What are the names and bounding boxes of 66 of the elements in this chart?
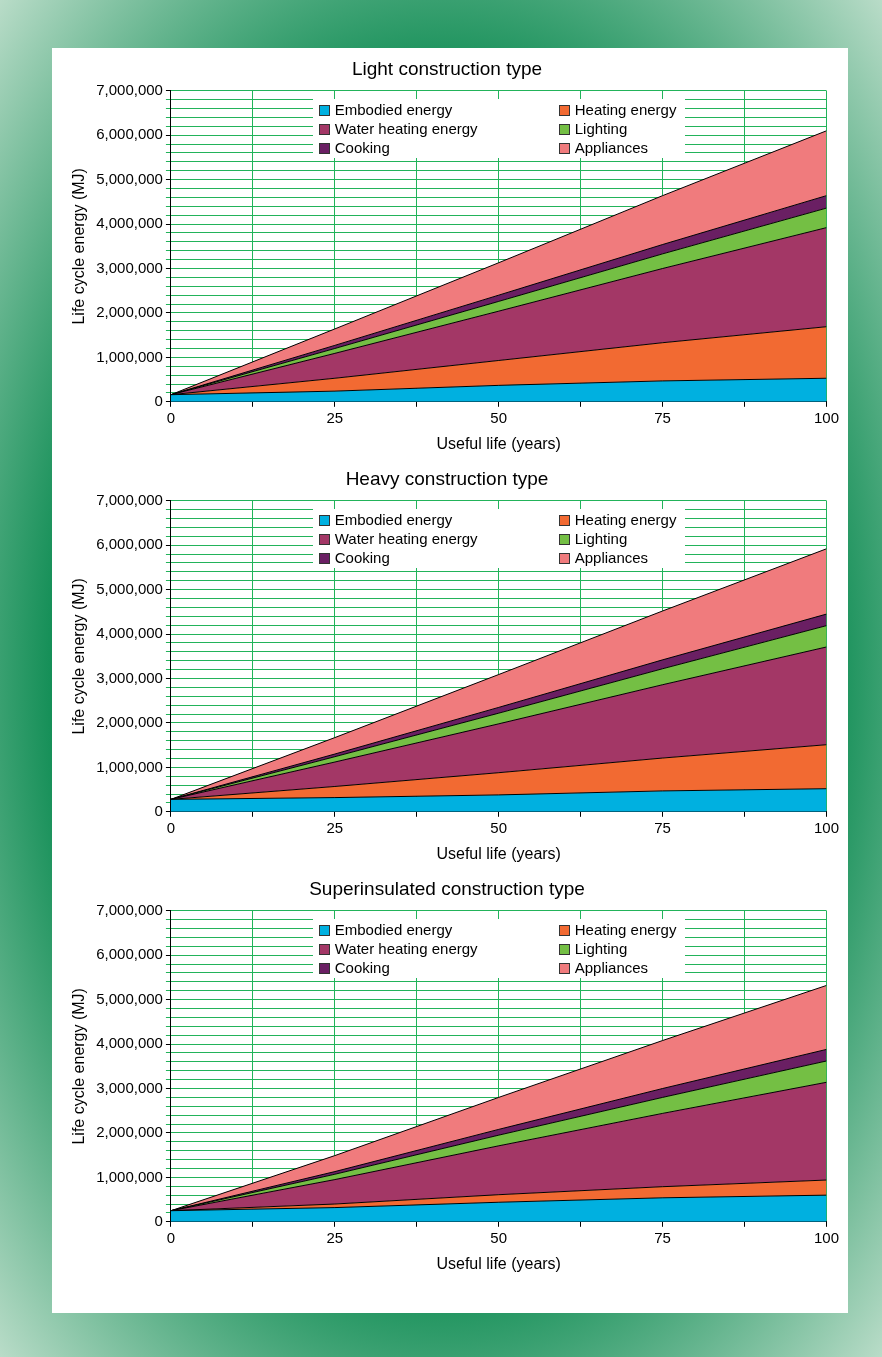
legend-label: Lighting [573, 529, 629, 547]
x-axis-title: Useful life (years) [436, 844, 561, 862]
x-tick-label: 25 [326, 408, 344, 426]
y-tick-label: 0 [154, 391, 163, 409]
legend-label: Lighting [573, 119, 629, 137]
x-tick-label: 0 [166, 1228, 176, 1246]
legend-label: Heating energy [573, 510, 678, 528]
x-tick-label: 75 [654, 408, 671, 426]
chart-title: Superinsulated construction type [309, 877, 585, 899]
x-tick-label: 0 [166, 408, 176, 426]
y-tick-label: 7,000,000 [96, 900, 163, 918]
x-tick-label: 75 [654, 1228, 671, 1246]
x-tick-label: 50 [490, 408, 508, 426]
legend-label: Cooking [333, 548, 391, 566]
legend-label: Cooking [333, 958, 391, 976]
y-tick-label: 4,000,000 [96, 214, 163, 232]
x-tick-label: 100 [813, 818, 839, 836]
legend-label: Appliances [573, 138, 650, 156]
y-axis-title: Life cycle energy (MJ) [70, 168, 88, 325]
x-axis-title: Useful life (years) [436, 1254, 561, 1272]
legend-label: Water heating energy [333, 939, 479, 957]
y-tick-label: 5,000,000 [96, 989, 163, 1007]
legend-label: Embodied energy [333, 100, 454, 118]
y-tick-label: 1,000,000 [96, 1167, 163, 1185]
legend-label: Heating energy [573, 100, 678, 118]
x-tick-label: 25 [326, 1228, 344, 1246]
x-axis-title: Useful life (years) [436, 434, 561, 452]
chart-title: Heavy construction type [345, 467, 549, 489]
legend-label: Cooking [333, 138, 391, 156]
x-tick-label: 25 [326, 818, 344, 836]
legend-label: Heating energy [573, 920, 678, 938]
y-tick-label: 6,000,000 [96, 535, 163, 553]
y-tick-label: 7,000,000 [96, 80, 163, 98]
x-tick-label: 100 [813, 408, 839, 426]
y-tick-label: 5,000,000 [96, 169, 163, 187]
x-tick-label: 100 [813, 1228, 839, 1246]
x-tick-label: 50 [490, 1228, 508, 1246]
y-tick-label: 3,000,000 [96, 668, 163, 686]
y-tick-label: 3,000,000 [96, 258, 163, 276]
y-tick-label: 5,000,000 [96, 579, 163, 597]
y-tick-label: 0 [154, 801, 163, 819]
y-tick-label: 1,000,000 [96, 757, 163, 775]
y-tick-label: 4,000,000 [96, 624, 163, 642]
y-tick-label: 7,000,000 [96, 490, 163, 508]
y-tick-label: 1,000,000 [96, 347, 163, 365]
y-tick-label: 2,000,000 [96, 1123, 163, 1141]
y-tick-label: 6,000,000 [96, 945, 163, 963]
y-tick-label: 2,000,000 [96, 713, 163, 731]
legend-label: Embodied energy [333, 510, 454, 528]
legend-label: Lighting [573, 939, 629, 957]
chart-title: Light construction type [351, 57, 543, 79]
legend-label: Water heating energy [333, 119, 479, 137]
y-tick-label: 0 [154, 1211, 163, 1229]
y-axis-title: Life cycle energy (MJ) [70, 578, 88, 735]
y-tick-label: 3,000,000 [96, 1078, 163, 1096]
x-tick-label: 50 [490, 818, 508, 836]
x-tick-label: 0 [166, 818, 176, 836]
y-tick-label: 2,000,000 [96, 303, 163, 321]
legend-label: Embodied energy [333, 920, 454, 938]
legend-label: Appliances [573, 958, 650, 976]
y-axis-title: Life cycle energy (MJ) [70, 988, 88, 1145]
legend-label: Appliances [573, 548, 650, 566]
y-tick-label: 4,000,000 [96, 1034, 163, 1052]
legend-label: Water heating energy [333, 529, 479, 547]
y-tick-label: 6,000,000 [96, 125, 163, 143]
x-tick-label: 75 [654, 818, 671, 836]
